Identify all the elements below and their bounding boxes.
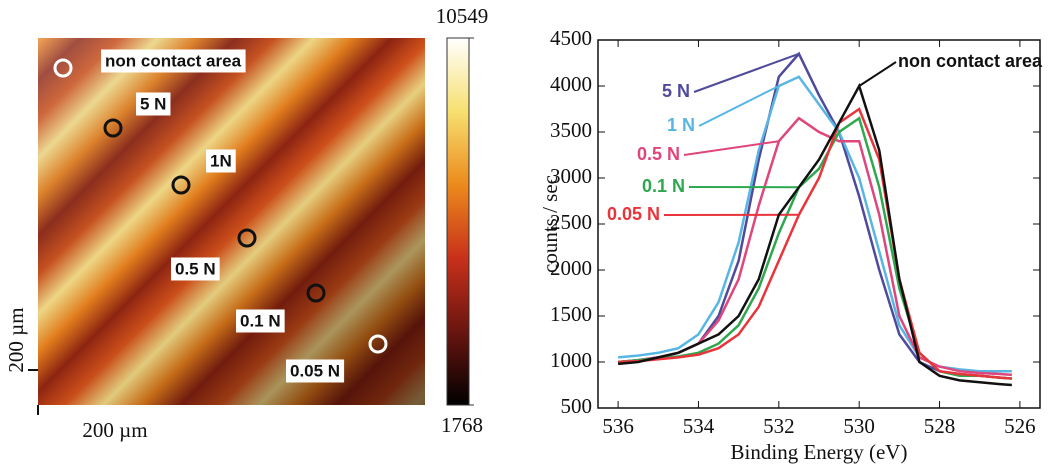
legend-label: non contact area: [898, 51, 1043, 71]
probe-circle: [53, 58, 73, 78]
x-tick-label: 534: [683, 414, 715, 438]
y-tick-label: 1000: [550, 348, 592, 372]
y-tick-label: 4000: [550, 72, 592, 96]
y-tick-label: 2000: [550, 256, 592, 280]
legend-label: 0.05 N: [607, 204, 660, 224]
y-tick-label: 3000: [550, 164, 592, 188]
annotation: 0.1 N: [240, 311, 281, 330]
legend-label: 1 N: [667, 115, 695, 135]
annotation: non contact area: [105, 51, 242, 70]
x-tick-label: 528: [924, 414, 956, 438]
scale-y-label: 200 µm: [4, 307, 28, 372]
annotation: 0.5 N: [175, 259, 216, 278]
legend-label: 5 N: [662, 81, 690, 101]
x-tick-label: 532: [763, 414, 795, 438]
probe-circle: [171, 175, 191, 195]
x-tick-label: 536: [602, 414, 634, 438]
annotation-box: [101, 49, 246, 73]
x-tick-label: 526: [1004, 414, 1036, 438]
series-line: [618, 107, 1012, 380]
probe-circle: [368, 334, 388, 354]
leader-line: [693, 52, 800, 93]
y-tick-label: 4500: [550, 26, 592, 50]
heatmap-shading: [38, 38, 425, 405]
colorbar-label: 1768: [441, 413, 483, 437]
colorbar-label: 10549: [436, 4, 489, 28]
legend-label: 0.1 N: [642, 176, 685, 196]
annotation-box: [206, 149, 236, 173]
probe-circle: [237, 228, 257, 248]
annotation-box: [236, 309, 285, 333]
leader-line: [858, 61, 897, 87]
x-axis-title: Binding Energy (eV): [731, 440, 908, 464]
annotation: 0.05 N: [290, 361, 340, 380]
annotation: 5 N: [140, 94, 166, 113]
colorbar: [446, 37, 470, 406]
spectrum-panel: counts / sec Binding Energy (eV): [538, 39, 1041, 464]
x-tick-label: 530: [843, 414, 875, 438]
series-line: [617, 82, 1012, 387]
probe-circle: [103, 118, 123, 138]
y-tick-label: 500: [561, 394, 593, 418]
heatmap-panel: 200 µm 200 µm: [4, 37, 470, 442]
probe-circle: [306, 283, 326, 303]
leader-line: [698, 85, 780, 127]
y-tick-label: 1500: [550, 302, 592, 326]
scale-x-label: 200 µm: [82, 418, 147, 442]
legend-label: 0.5 N: [637, 144, 680, 164]
leader-line: [683, 140, 779, 156]
annotation: 1N: [210, 151, 232, 170]
annotation-box: [171, 257, 220, 281]
annotation-box: [286, 359, 345, 383]
y-axis-title: counts / sec: [538, 175, 562, 273]
annotation-box: [136, 92, 171, 116]
series-line: [617, 51, 1012, 380]
y-tick-label: 2500: [550, 210, 592, 234]
y-tick-label: 3500: [550, 118, 592, 142]
